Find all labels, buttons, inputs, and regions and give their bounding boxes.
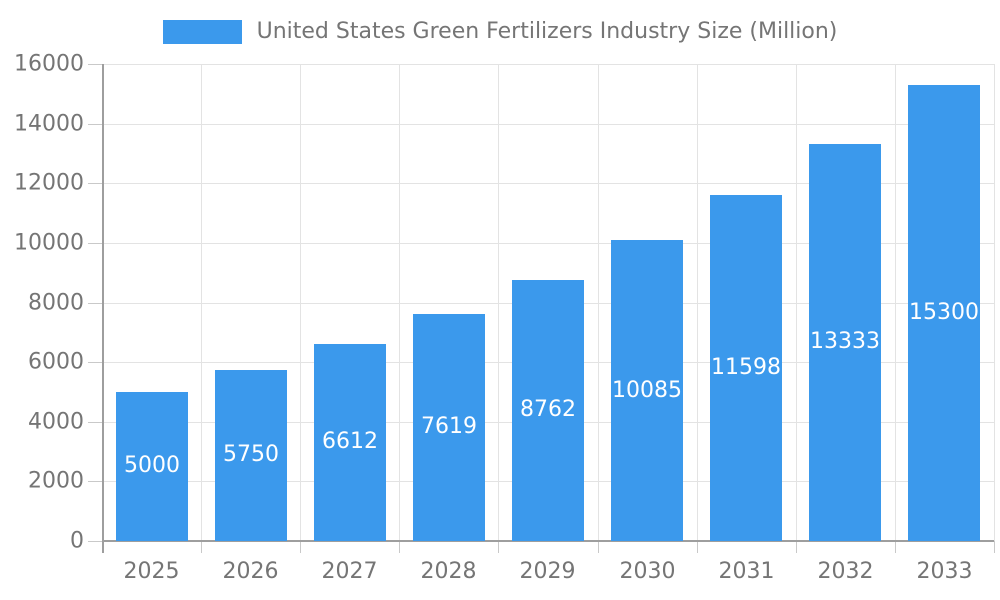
x-axis-category-label: 2027 — [321, 559, 378, 584]
y-axis-tick-mark — [88, 481, 102, 482]
gridline-horizontal — [102, 183, 994, 184]
x-axis-category-label: 2026 — [222, 559, 279, 584]
y-axis-tick-mark — [88, 362, 102, 363]
y-axis-tick-label: 14000 — [14, 111, 84, 137]
x-axis-category-label: 2028 — [420, 559, 477, 584]
y-axis-tick-label: 12000 — [14, 170, 84, 196]
x-axis-tick-mark — [598, 541, 599, 553]
y-axis-tick-mark — [88, 124, 102, 125]
x-axis-category-label: 2033 — [916, 559, 973, 584]
y-axis-tick-mark — [88, 303, 102, 304]
bar-2028: 7619 — [413, 313, 485, 541]
gridline-horizontal — [102, 64, 994, 65]
gridline-horizontal — [102, 243, 994, 244]
bar-value-label: 7619 — [421, 414, 477, 440]
x-axis-tick-mark — [994, 541, 995, 553]
gridline-vertical — [796, 64, 797, 541]
x-axis-tick-mark — [201, 541, 202, 553]
y-axis-tick-label: 10000 — [14, 230, 84, 256]
x-axis-tick-mark — [796, 541, 797, 553]
bar-2031: 11598 — [710, 195, 782, 541]
y-axis-tick-mark — [88, 541, 102, 542]
x-axis-category-label: 2031 — [718, 559, 775, 584]
bar-value-label: 11598 — [711, 355, 781, 381]
x-axis-category-label: 2032 — [817, 559, 874, 584]
chart-title: United States Green Fertilizers Industry… — [256, 19, 838, 44]
gridline-vertical — [498, 64, 499, 541]
y-axis-tick-label: 6000 — [28, 349, 84, 375]
x-axis-tick-mark — [498, 541, 499, 553]
x-axis-category-label: 2029 — [519, 559, 576, 584]
y-axis-tick-label: 4000 — [28, 409, 84, 435]
x-axis-tick-mark — [895, 541, 896, 553]
gridline-vertical — [300, 64, 301, 541]
x-axis-line — [102, 540, 994, 542]
bar-2026: 5750 — [215, 369, 287, 541]
y-axis-tick-label: 8000 — [28, 290, 84, 316]
x-axis-tick-mark — [102, 541, 104, 553]
y-axis-tick-mark — [88, 422, 102, 423]
bar-2025: 5000 — [116, 391, 188, 541]
bar-value-label: 10085 — [612, 377, 682, 403]
y-axis-tick-label: 16000 — [14, 51, 84, 77]
y-axis-tick-label: 2000 — [28, 468, 84, 494]
bar-2033: 15300 — [908, 84, 980, 541]
bar-value-label: 5000 — [124, 453, 180, 479]
bar-2030: 10085 — [611, 240, 683, 541]
gridline-vertical — [201, 64, 202, 541]
y-axis-tick-mark — [88, 64, 102, 65]
bar-2027: 6612 — [314, 343, 386, 541]
chart-legend: United States Green Fertilizers Industry… — [0, 19, 1000, 45]
y-axis-line — [102, 64, 104, 541]
y-axis-tick-label: 0 — [70, 528, 84, 554]
gridline-vertical — [895, 64, 896, 541]
bar-value-label: 5750 — [223, 442, 279, 468]
y-axis-tick-mark — [88, 243, 102, 244]
gridline-vertical — [994, 64, 995, 541]
x-axis-tick-mark — [300, 541, 301, 553]
x-axis-tick-mark — [697, 541, 698, 553]
bar-value-label: 13333 — [810, 329, 880, 355]
gridline-vertical — [598, 64, 599, 541]
bar-value-label: 15300 — [909, 299, 979, 325]
x-axis-category-label: 2025 — [123, 559, 180, 584]
x-axis-tick-mark — [399, 541, 400, 553]
gridline-vertical — [697, 64, 698, 541]
gridline-horizontal — [102, 124, 994, 125]
gridline-vertical — [399, 64, 400, 541]
bar-value-label: 6612 — [322, 429, 378, 455]
bar-value-label: 8762 — [520, 397, 576, 423]
bar-2029: 8762 — [512, 279, 584, 541]
x-axis-category-label: 2030 — [619, 559, 676, 584]
bar-2032: 13333 — [809, 143, 881, 541]
legend-swatch — [162, 20, 242, 44]
y-axis-tick-mark — [88, 183, 102, 184]
